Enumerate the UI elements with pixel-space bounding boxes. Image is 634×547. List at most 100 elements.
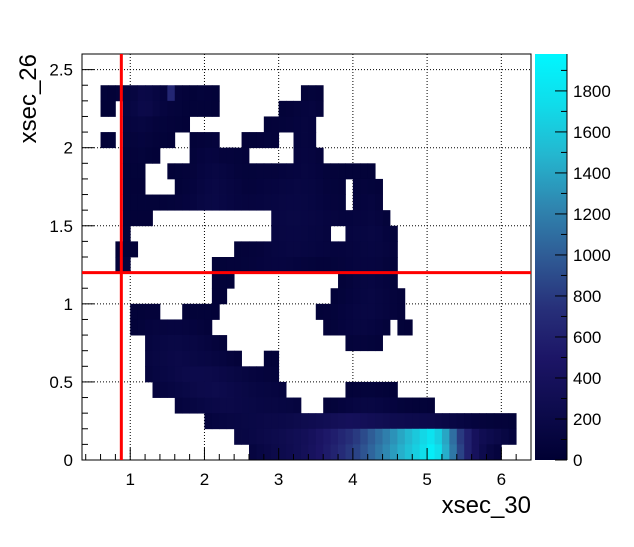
heatmap-bin [315,413,324,430]
heatmap-bin [308,257,317,274]
colorbar-tick-label: 400 [573,369,601,388]
heatmap-bin [174,335,183,352]
heatmap-bin [263,241,272,258]
heatmap-bin [219,366,228,383]
heatmap-bin [382,381,391,398]
heatmap-bin [389,225,398,242]
heatmap-bin [211,163,220,180]
heatmap-bin [130,163,139,180]
heatmap-bin [241,163,250,180]
heatmap-bin [367,163,376,180]
heatmap-bin [308,100,317,117]
heatmap-bin [345,319,354,336]
heatmap-bin [345,225,354,242]
heatmap-bin [234,178,242,195]
heatmap-bin [248,397,257,414]
heatmap-bin [456,444,465,461]
heatmap-bins [100,85,517,461]
y-tick-label: 0 [64,451,73,470]
heatmap-bin [286,413,294,430]
heatmap-bin [234,257,242,274]
heatmap-bin [352,241,361,258]
heatmap-bin [375,288,383,305]
heatmap-bin [248,413,257,430]
heatmap-bin [300,241,309,258]
heatmap-bin [382,272,391,289]
heatmap-bin [152,100,161,117]
heatmap-bin [248,178,257,195]
colorbar-tick-label: 1600 [573,123,611,142]
heatmap-bin [330,444,339,461]
heatmap-bin [182,303,191,320]
heatmap-bin [375,272,383,289]
heatmap-bin [278,194,287,211]
heatmap-bin [315,210,324,227]
heatmap-bin [330,210,339,227]
heatmap-bin [211,303,220,320]
heatmap-bin [286,194,294,211]
heatmap-bin [404,444,413,461]
heatmap-bin [486,428,495,445]
heatmap-bin [145,303,153,320]
heatmap-bin [315,428,324,445]
heatmap-bin [182,100,191,117]
heatmap-bin [197,366,205,383]
heatmap-bin [174,116,183,133]
colorbar-gradient [535,54,567,460]
heatmap-bin [315,303,324,320]
heatmap-bin [137,100,146,117]
heatmap-bin [189,132,198,149]
heatmap-bin [204,132,213,149]
heatmap-bin [345,163,354,180]
heatmap-bin [427,444,435,461]
heatmap-bin [434,413,443,430]
heatmap-bin [189,85,198,102]
heatmap-bin [234,397,242,414]
heatmap-bin [360,335,369,352]
heatmap-bin [338,178,346,195]
heatmap-bin [226,272,235,289]
heatmap-bin [211,100,220,117]
heatmap-bin [189,366,198,383]
heatmap-bin [234,366,242,383]
heatmap-bin [197,397,205,414]
colorbar-tick-label: 200 [573,410,601,429]
heatmap-bin [271,257,280,274]
heatmap-bin [145,319,153,336]
heatmap-bin [197,319,205,336]
colorbar-tick-label: 1200 [573,205,611,224]
heatmap-bin [152,116,161,133]
heatmap-bin [122,194,131,211]
heatmap-bin [211,132,220,149]
heatmap-bin [464,428,473,445]
heatmap-bin [248,132,257,149]
heatmap-bin [323,210,332,227]
heatmap-bin [278,381,287,398]
heatmap-bin [130,303,139,320]
heatmap-bin [152,350,161,367]
heatmap-bin [338,272,346,289]
heatmap-bin [107,85,116,102]
heatmap-bin [315,444,324,461]
heatmap-bin [219,272,228,289]
heatmap-bin [382,413,391,430]
heatmap-bin [152,194,161,211]
heatmap-bin [397,428,406,445]
heatmap-bin [286,241,294,258]
heatmap-bin [263,413,272,430]
heatmap-bin [159,100,168,117]
heatmap-bin [271,381,280,398]
heatmap-bin [375,397,383,414]
x-axis: 1 2 3 4 5 6 [85,448,532,489]
heatmap-bin [345,413,354,430]
heatmap-bin [145,100,153,117]
heatmap-bin [130,178,139,195]
heatmap-bin [211,350,220,367]
heatmap-bin [427,397,435,414]
heatmap-bin [197,85,205,102]
heatmap-bin [338,210,346,227]
heatmap-bin [434,444,443,461]
heatmap-bin [197,194,205,211]
heatmap-bin [338,413,346,430]
